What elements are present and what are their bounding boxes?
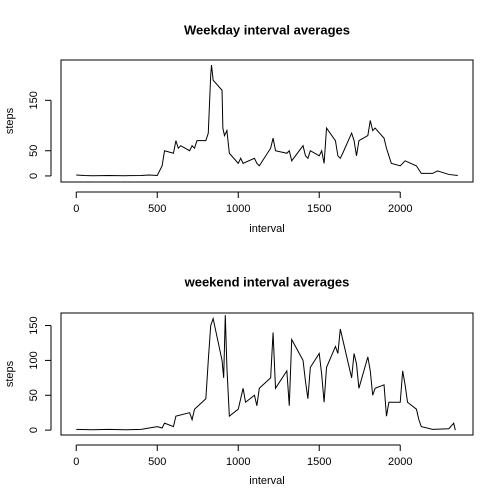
y-tick-label: 50: [28, 389, 40, 401]
plot-box: [60, 312, 474, 436]
x-tick-label: 1000: [226, 456, 250, 468]
x-tick-label: 1500: [307, 456, 331, 468]
y-axis-label: steps: [4, 107, 16, 134]
data-line: [76, 315, 456, 431]
data-line: [76, 64, 458, 177]
y-tick-label: 100: [28, 351, 40, 369]
y-tick-label: 150: [28, 316, 40, 334]
x-tick-label: 2000: [388, 203, 412, 215]
x-tick-label: 1500: [307, 203, 331, 215]
y-tick-label: 0: [28, 427, 40, 433]
y-axis-label: steps: [4, 360, 16, 387]
y-tick-label: 50: [28, 145, 40, 157]
x-tick-label: 2000: [388, 456, 412, 468]
x-tick-label: 0: [73, 456, 79, 468]
y-tick-label: 0: [28, 173, 40, 179]
chart-title: weekend interval averages: [184, 274, 350, 289]
y-tick-label: 150: [28, 91, 40, 109]
x-tick-label: 0: [73, 203, 79, 215]
plot-box: [60, 59, 474, 183]
chart-title: Weekday interval averages: [184, 22, 350, 37]
x-tick-label: 1000: [226, 203, 250, 215]
x-tick-label: 500: [148, 203, 166, 215]
x-axis-label: interval: [249, 475, 284, 487]
x-axis-label: interval: [249, 223, 284, 235]
x-tick-label: 500: [148, 456, 166, 468]
